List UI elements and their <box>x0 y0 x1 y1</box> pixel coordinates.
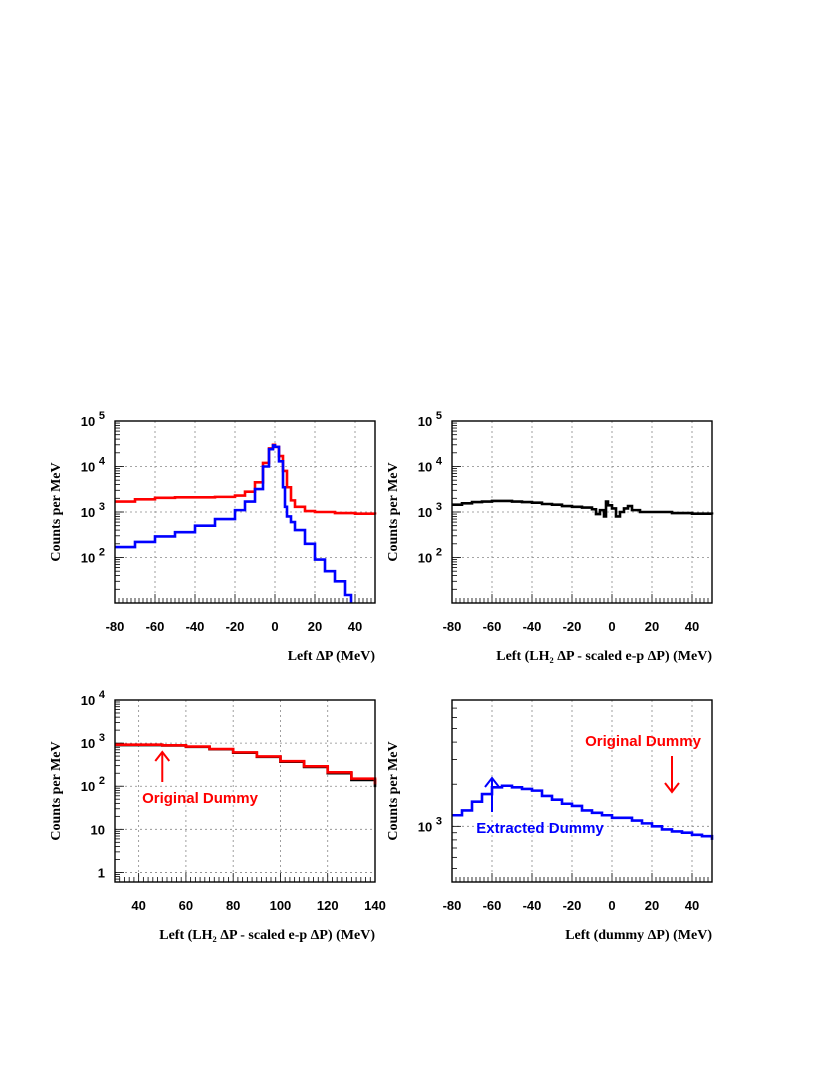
x-tick-label: -40 <box>523 898 542 913</box>
arrow-head <box>664 782 680 794</box>
panel-2: -80 -60 -40 -20 0 20 40 10 2 10 3 10 4 10 5 Left (L… <box>386 410 714 664</box>
arrow-head <box>154 750 171 762</box>
x-tick-label: -80 <box>443 619 462 634</box>
y-tick-label: 10 5 <box>81 410 105 429</box>
y-axis-label: Counts per MeV <box>49 462 64 561</box>
y-tick-label: 10 3 <box>418 815 442 834</box>
plot-frame <box>114 420 376 604</box>
y-tick-label: 10 3 <box>81 732 105 751</box>
panel-4: -80 -60 -40 -20 0 20 40 10 3 Left (dummy ΔP) (Me… <box>386 699 714 943</box>
x-tick-label: 40 <box>685 898 699 913</box>
series-line-2 <box>115 743 377 785</box>
panel-3: 40 60 80 100 120 140 1 10 10 2 10 3 10 4 Left (LH₂ … <box>49 689 386 943</box>
y-tick-label: 10 4 <box>81 689 106 708</box>
annotation-1: Original Dummy <box>142 750 259 807</box>
x-tick-label: -20 <box>563 619 582 634</box>
x-tick-label: 40 <box>131 898 145 913</box>
y-tick-label: 10 2 <box>418 547 442 566</box>
x-axis-label: Left (LH₂ ΔP - scaled e-p ΔP) (MeV) <box>159 928 375 943</box>
plot-frame <box>451 420 713 604</box>
x-tick-label: -60 <box>483 619 502 634</box>
x-tick-label: -20 <box>563 898 582 913</box>
x-tick-label: 40 <box>685 619 699 634</box>
x-tick-label: -60 <box>483 898 502 913</box>
x-tick-label: -40 <box>523 619 542 634</box>
x-tick-label: -80 <box>443 898 462 913</box>
series-line-1 <box>452 499 714 518</box>
series-line-1 <box>452 784 714 840</box>
panel-1: -80 -60 -40 -20 0 20 40 10 2 10 3 10 4 10 5 Left ΔP… <box>49 410 377 664</box>
x-axis-label: Left ΔP (MeV) <box>288 649 376 664</box>
y-axis-label: Counts per MeV <box>49 741 64 840</box>
y-axis-label: Counts per MeV <box>386 741 401 840</box>
x-tick-label: 80 <box>226 898 240 913</box>
x-axis-label: Left (LH₂ ΔP - scaled e-p ΔP) (MeV) <box>496 649 712 664</box>
annotation-label: Original Dummy <box>585 733 702 750</box>
x-tick-label: 140 <box>364 898 386 913</box>
annotation-1: Extracted Dummy <box>476 776 604 837</box>
x-tick-label: 20 <box>645 619 659 634</box>
y-tick-label: 1 <box>98 865 105 880</box>
x-tick-label: 0 <box>608 898 615 913</box>
x-tick-label: 60 <box>179 898 193 913</box>
series-line-2 <box>115 444 353 603</box>
arrow-head <box>484 776 500 788</box>
x-axis-label: Left (dummy ΔP) (MeV) <box>565 928 712 943</box>
y-tick-label: 10 3 <box>418 501 442 520</box>
y-tick-label: 10 3 <box>81 501 105 520</box>
x-tick-label: 0 <box>271 619 278 634</box>
y-tick-label: 10 2 <box>81 775 105 794</box>
plot-frame <box>114 699 376 883</box>
x-tick-label: 20 <box>645 898 659 913</box>
annotation-2: Original Dummy <box>585 733 702 794</box>
y-tick-label: 10 2 <box>81 547 105 566</box>
annotation-label: Original Dummy <box>142 790 259 807</box>
x-tick-label: 40 <box>348 619 362 634</box>
x-tick-label: 100 <box>270 898 292 913</box>
annotation-label: Extracted Dummy <box>476 820 604 837</box>
x-tick-label: 20 <box>308 619 322 634</box>
plot-frame <box>451 699 713 883</box>
x-tick-label: -80 <box>106 619 125 634</box>
x-tick-label: -40 <box>186 619 205 634</box>
x-tick-label: -60 <box>146 619 165 634</box>
x-tick-label: 0 <box>608 619 615 634</box>
x-tick-label: 120 <box>317 898 339 913</box>
y-tick-label: 10 <box>91 822 105 837</box>
y-tick-label: 10 4 <box>81 456 106 475</box>
y-axis-label: Counts per MeV <box>386 462 401 561</box>
x-tick-label: -20 <box>226 619 245 634</box>
y-tick-label: 10 4 <box>418 456 443 475</box>
y-tick-label: 10 5 <box>418 410 442 429</box>
